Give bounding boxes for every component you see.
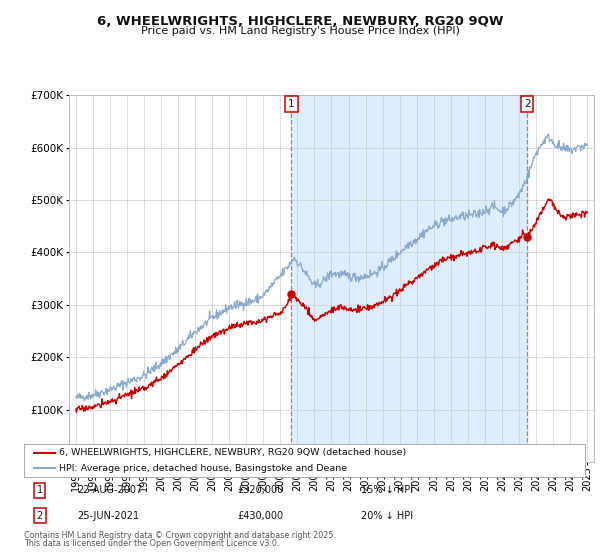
Text: 1: 1 <box>37 486 43 496</box>
Text: 22-AUG-2007: 22-AUG-2007 <box>77 486 143 496</box>
Text: Price paid vs. HM Land Registry's House Price Index (HPI): Price paid vs. HM Land Registry's House … <box>140 26 460 36</box>
Text: HPI: Average price, detached house, Basingstoke and Deane: HPI: Average price, detached house, Basi… <box>59 464 347 473</box>
Text: 25-JUN-2021: 25-JUN-2021 <box>77 511 139 521</box>
Text: Contains HM Land Registry data © Crown copyright and database right 2025.: Contains HM Land Registry data © Crown c… <box>24 531 336 540</box>
Text: 6, WHEELWRIGHTS, HIGHCLERE, NEWBURY, RG20 9QW (detached house): 6, WHEELWRIGHTS, HIGHCLERE, NEWBURY, RG2… <box>59 448 407 457</box>
Text: £320,000: £320,000 <box>237 486 283 496</box>
Text: 15% ↓ HPI: 15% ↓ HPI <box>361 486 413 496</box>
Text: 20% ↓ HPI: 20% ↓ HPI <box>361 511 413 521</box>
Text: 6, WHEELWRIGHTS, HIGHCLERE, NEWBURY, RG20 9QW: 6, WHEELWRIGHTS, HIGHCLERE, NEWBURY, RG2… <box>97 15 503 28</box>
Text: £430,000: £430,000 <box>237 511 283 521</box>
Text: This data is licensed under the Open Government Licence v3.0.: This data is licensed under the Open Gov… <box>24 539 280 548</box>
Bar <box>292 95 527 462</box>
Text: 2: 2 <box>524 99 530 109</box>
Text: 2: 2 <box>37 511 43 521</box>
Text: 1: 1 <box>288 99 295 109</box>
